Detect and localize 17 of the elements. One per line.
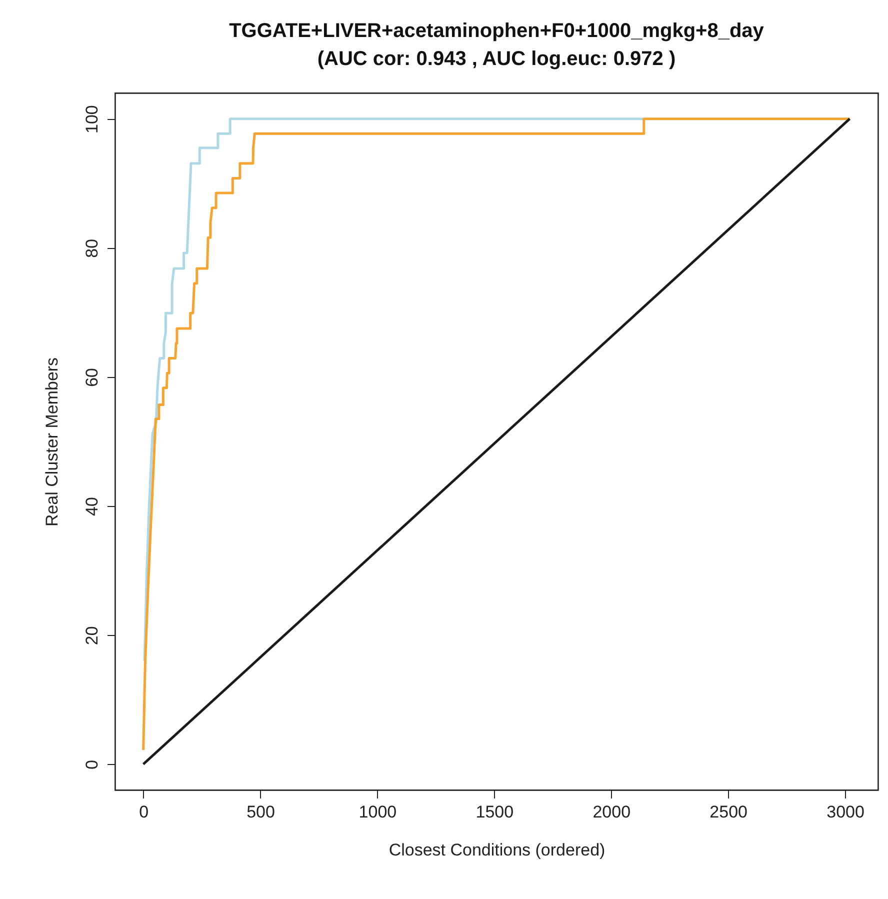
y-tick-label: 60 (82, 368, 102, 387)
y-tick-label: 40 (82, 497, 102, 516)
y-axis-title: Real Cluster Members (42, 357, 62, 527)
y-tick-label: 80 (82, 238, 102, 258)
x-tick-label: 2000 (592, 802, 631, 822)
chart-title: TGGATE+LIVER+acetaminophen+F0+1000_mgkg+8_day (229, 20, 765, 42)
x-tick-label: 0 (139, 802, 149, 822)
x-tick-label: 1500 (476, 802, 514, 822)
y-tick-label: 20 (82, 626, 102, 646)
y-tick-label: 0 (82, 760, 102, 770)
x-axis-title: Closest Conditions (ordered) (388, 840, 606, 860)
x-tick-label: 3000 (826, 802, 864, 822)
x-tick-label: 500 (246, 802, 275, 822)
x-tick-label: 2500 (710, 802, 748, 822)
chart-subtitle: (AUC cor: 0.943 , AUC log.euc: 0.972 ) (317, 48, 676, 70)
x-tick-label: 1000 (358, 802, 397, 822)
y-tick-label: 100 (82, 105, 102, 134)
